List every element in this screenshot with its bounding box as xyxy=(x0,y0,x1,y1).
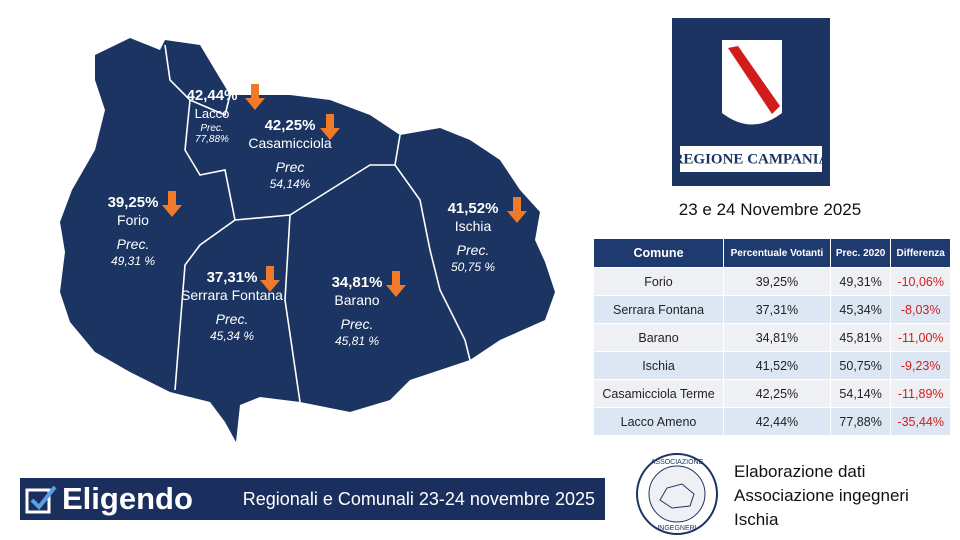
table-cell: Lacco Ameno xyxy=(592,407,725,436)
table-row: Ischia 41,52% 50,75% -9,23% xyxy=(592,351,951,380)
prec-label: Prec. xyxy=(341,316,374,332)
date: 23 e 24 Novembre 2025 xyxy=(678,200,862,219)
table-cell: -11,89% xyxy=(890,379,951,408)
brand-icon xyxy=(25,485,57,514)
footer-bar: Eligendo Regionali e Comunali 23-24 nove… xyxy=(20,478,605,520)
footer-subtitle: Regionali e Comunali 23-24 novembre 2025 xyxy=(242,489,595,509)
credit-line: Associazione ingegneri xyxy=(734,486,909,505)
turnout: 39,25% xyxy=(108,194,159,211)
credits: Elaborazione dati Associazione ingegneri I… xyxy=(734,460,909,532)
column-header: Prec. 2020 xyxy=(829,238,892,268)
table-cell: 42,44% xyxy=(723,407,831,436)
area-name: Casamicciola xyxy=(248,135,331,151)
turnout: 34,81% xyxy=(332,274,383,291)
results-table: Comune Percentuale Votanti Prec. 2020 Diffe… xyxy=(592,238,951,436)
table-row: Lacco Ameno 42,44% 77,88% -35,44% xyxy=(592,407,951,436)
down-arrow xyxy=(320,114,340,140)
prec-value: 77,88% xyxy=(195,134,229,145)
table-cell: 45,34% xyxy=(829,295,892,324)
area-name: Barano xyxy=(334,292,379,308)
table-cell: 50,75% xyxy=(829,351,892,380)
down-arrow xyxy=(507,197,527,223)
area-name: Ischia xyxy=(455,218,492,234)
down-arrow xyxy=(386,271,406,297)
table-cell: 49,31% xyxy=(829,267,892,296)
region-logo: REGIONE CAMPANIA xyxy=(672,18,830,186)
table-cell: Barano xyxy=(592,323,725,352)
seal-top: ASSOCIAZIONE xyxy=(651,459,704,466)
header-row: Comune Percentuale Votanti Prec. 2020 Diffe… xyxy=(592,238,951,268)
column-header: Differenza xyxy=(890,238,951,268)
table-cell: Forio xyxy=(592,267,725,296)
table-cell: 39,25% xyxy=(723,267,831,296)
column-header: Percentuale Votanti xyxy=(723,238,831,268)
turnout: 42,25% xyxy=(265,117,316,134)
table-row: Serrara Fontana 37,31% 45,34% -8,03% xyxy=(592,295,951,324)
down-arrow xyxy=(162,191,182,217)
table-cell: 45,81% xyxy=(829,323,892,352)
seal: ASSOCIAZIONE INGEGNERI xyxy=(636,453,718,535)
prec-value: 49,31 % xyxy=(111,254,155,268)
area-name: Serrara Fontana xyxy=(181,287,283,303)
table-cell: 54,14% xyxy=(829,379,892,408)
prec-label: Prec xyxy=(276,159,305,175)
table-cell: -11,00% xyxy=(890,323,951,352)
table-cell: 34,81% xyxy=(723,323,831,352)
table-row: Barano 34,81% 45,81% -11,00% xyxy=(592,323,951,352)
table-row: Casamicciola Terme 42,25% 54,14% -11,89% xyxy=(592,379,951,408)
prec-label: Prec. xyxy=(200,123,223,134)
table-cell: 41,52% xyxy=(723,351,831,380)
table-cell: -8,03% xyxy=(890,295,951,324)
prec-label: Prec. xyxy=(216,311,249,327)
down-arrow xyxy=(260,266,280,292)
island xyxy=(60,38,555,442)
table-row: Forio 39,25% 49,31% -10,06% xyxy=(592,267,951,296)
prec-label: Prec. xyxy=(457,242,490,258)
prec-label: Prec. xyxy=(117,236,150,252)
table-cell: Ischia xyxy=(592,351,725,380)
borders xyxy=(164,44,471,403)
table-cell: 42,25% xyxy=(723,379,831,408)
turnout: 37,31% xyxy=(207,269,258,286)
turnout: 42,44% xyxy=(187,87,238,104)
credit-line: Ischia xyxy=(734,510,779,529)
logo-text: REGIONE CAMPANIA xyxy=(673,151,830,167)
table-cell: -9,23% xyxy=(890,351,951,380)
table-cell: Serrara Fontana xyxy=(592,295,725,324)
area-name: Forio xyxy=(117,212,149,228)
prec-value: 45,34 % xyxy=(210,329,254,343)
seal-bottom: INGEGNERI xyxy=(657,525,696,532)
island-map: 42,44%LaccoPrec.77,88%42,25%Casamicciola… xyxy=(60,38,555,442)
column-header: Comune xyxy=(592,238,725,268)
table-cell: 77,88% xyxy=(829,407,892,436)
area-name: Lacco xyxy=(195,106,230,121)
prec-value: 50,75 % xyxy=(451,260,495,274)
table-cell: Casamicciola Terme xyxy=(592,379,725,408)
turnout: 41,52% xyxy=(448,200,499,217)
down-arrow xyxy=(245,84,265,110)
table-cell: -35,44% xyxy=(890,407,951,436)
credit-line: Elaborazione dati xyxy=(734,462,866,481)
table-cell: -10,06% xyxy=(890,267,951,296)
prec-value: 45,81 % xyxy=(335,334,379,348)
area-labels: 42,44%LaccoPrec.77,88%42,25%Casamicciola… xyxy=(108,84,527,348)
brand: Eligendo xyxy=(62,481,193,516)
table-cell: 37,31% xyxy=(723,295,831,324)
prec-value: 54,14% xyxy=(270,177,311,191)
